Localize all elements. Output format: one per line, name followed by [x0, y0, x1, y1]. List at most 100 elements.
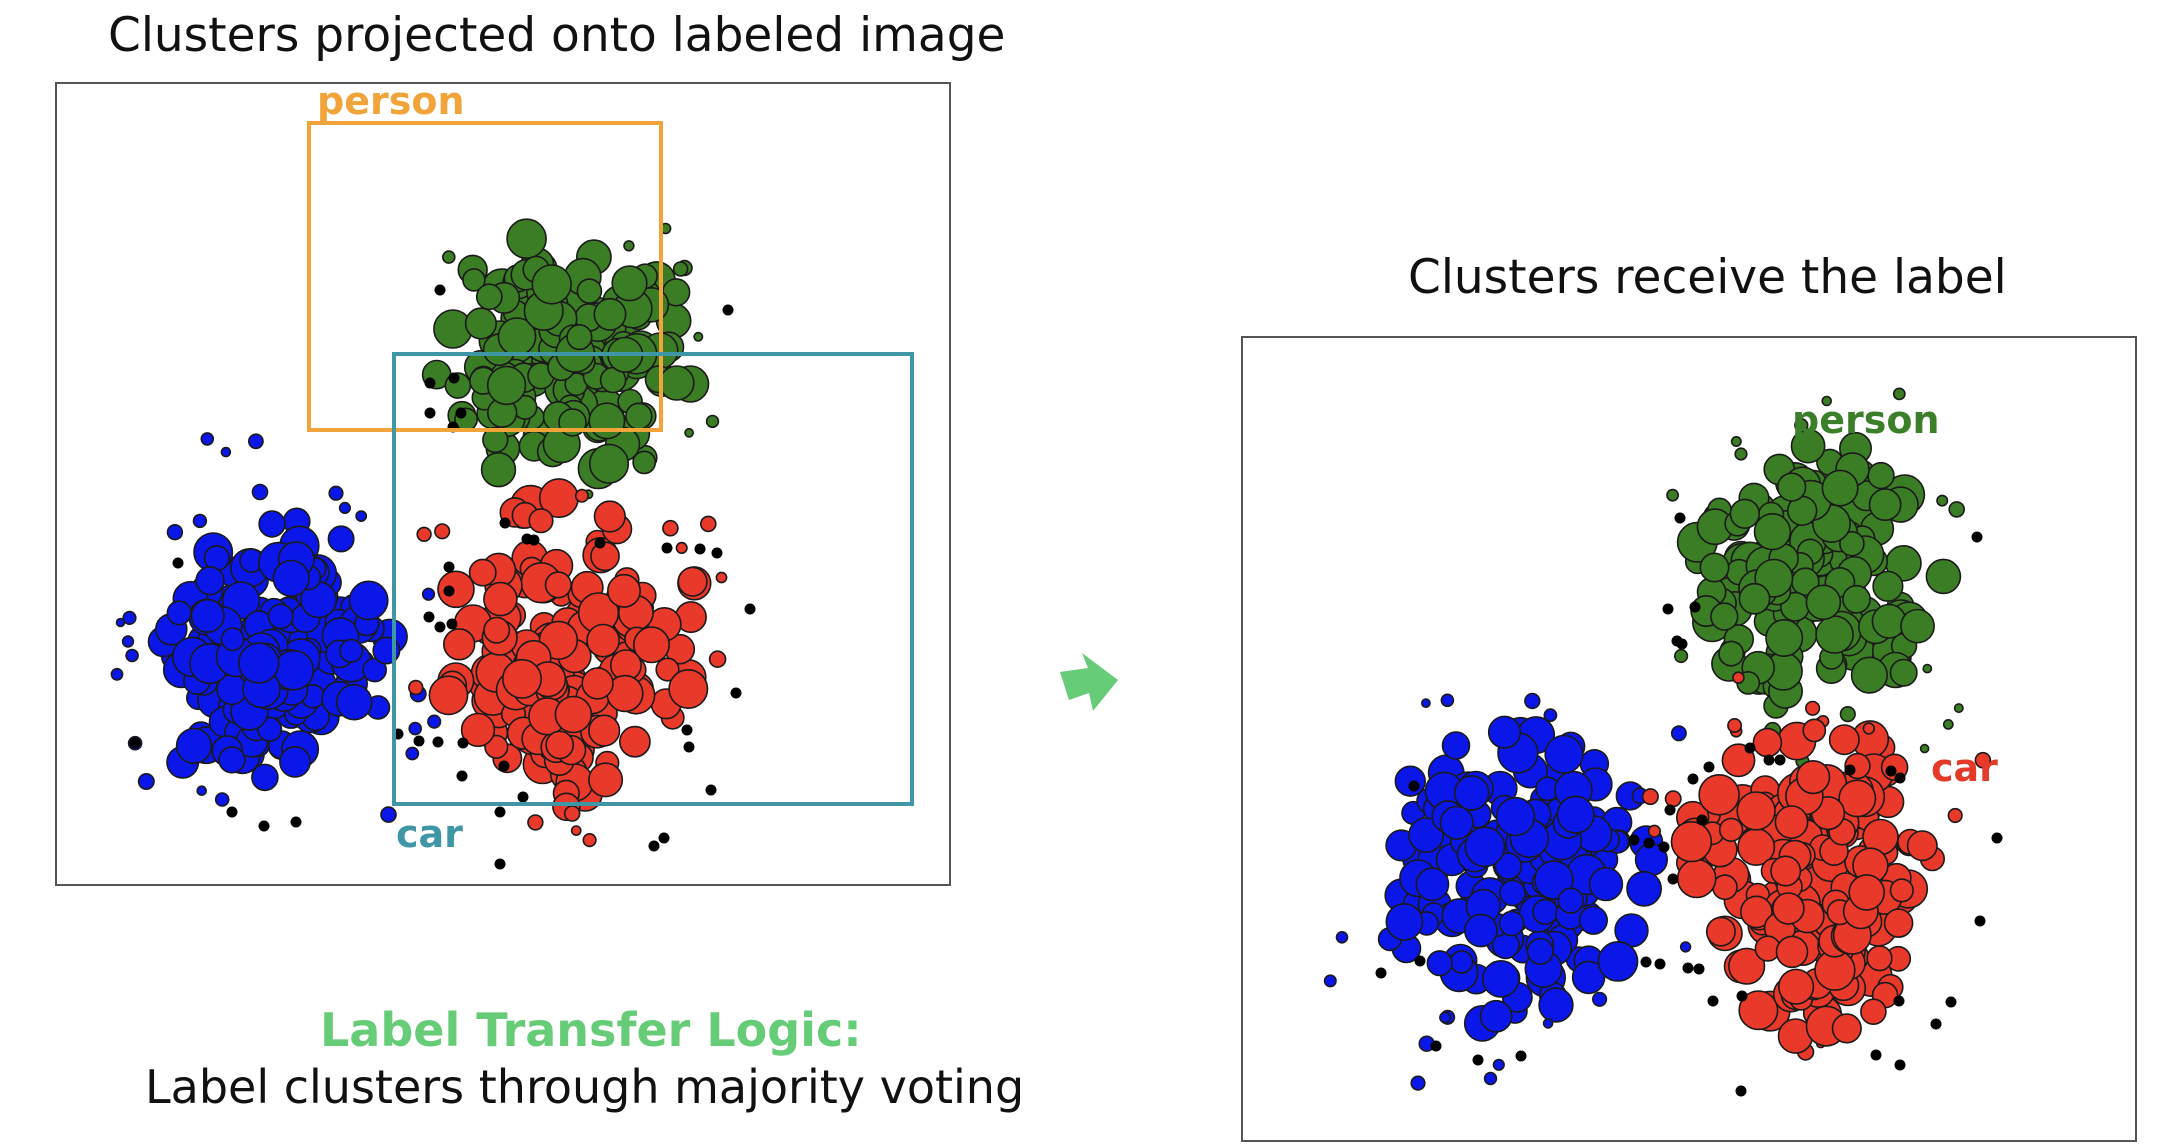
blue-cluster-point — [1385, 903, 1424, 941]
green-cluster-point — [1839, 530, 1865, 557]
blue-cluster-point — [1441, 731, 1471, 760]
red-cluster-point — [1670, 820, 1713, 863]
green-cluster-point — [1815, 615, 1854, 654]
noise-point — [494, 858, 506, 870]
noise-point — [744, 603, 756, 615]
red-cluster-point — [1838, 779, 1877, 818]
red-cluster-point — [437, 570, 475, 609]
noise-point — [1974, 915, 1986, 927]
blue-cluster-point — [218, 746, 246, 774]
red-cluster-point — [1718, 817, 1744, 842]
red-cluster-point — [1641, 788, 1659, 806]
blue-cluster-point — [1482, 960, 1520, 998]
red-cluster-point — [1770, 855, 1802, 887]
red-cluster-point — [416, 526, 432, 542]
left-cluster-plot — [110, 218, 756, 870]
green-cluster-point — [623, 240, 635, 252]
person-cluster-label: person — [1792, 398, 1940, 442]
noise-point — [1375, 967, 1387, 979]
blue-cluster-point — [1591, 991, 1608, 1007]
green-cluster-point — [1867, 461, 1895, 490]
noise-point — [1676, 638, 1688, 650]
red-cluster-point — [1752, 727, 1783, 758]
blue-cluster-point — [1538, 987, 1574, 1023]
red-cluster-point — [606, 573, 641, 608]
red-cluster-point — [590, 541, 620, 572]
noise-point — [683, 741, 695, 753]
red-cluster-point — [434, 523, 451, 540]
car-bounding-box — [392, 352, 914, 806]
blue-cluster-point — [1588, 866, 1624, 902]
noise-point — [1991, 832, 2003, 844]
noise-point — [258, 820, 270, 832]
green-cluster-point — [658, 365, 695, 401]
blue-cluster-point — [1556, 795, 1595, 834]
green-cluster-point — [1666, 488, 1679, 502]
noise-point — [722, 304, 734, 316]
blue-cluster-point — [175, 727, 213, 765]
blue-cluster-point — [1670, 725, 1687, 742]
red-cluster-point — [668, 668, 709, 709]
noise-point — [1664, 804, 1676, 816]
red-cluster-point — [1647, 824, 1661, 838]
green-cluster-point — [1868, 488, 1902, 522]
blue-cluster-point — [405, 746, 420, 761]
red-cluster-point — [545, 730, 575, 760]
blue-cluster-point — [1483, 1071, 1498, 1086]
red-cluster-point — [1828, 724, 1860, 756]
blue-cluster-point — [196, 785, 207, 797]
noise-point — [1414, 955, 1426, 967]
blue-cluster-point — [272, 559, 310, 597]
noise-point — [1693, 963, 1705, 975]
red-cluster-point — [483, 581, 518, 617]
noise-point — [1643, 837, 1655, 849]
red-cluster-point — [1732, 671, 1745, 685]
red-cluster-point — [677, 566, 708, 597]
red-cluster-point — [1738, 990, 1779, 1031]
transfer-arrow-icon — [1060, 653, 1118, 711]
noise-point — [1774, 754, 1786, 766]
green-cluster-point — [462, 268, 486, 292]
green-cluster-point — [705, 414, 720, 429]
blue-cluster-point — [362, 657, 388, 683]
green-cluster-point — [480, 452, 517, 488]
blue-cluster-point — [220, 627, 245, 652]
noise-point — [594, 537, 606, 549]
noise-point — [434, 621, 446, 633]
noise-point — [1893, 995, 1905, 1007]
blue-cluster-point — [335, 683, 373, 721]
noise-point — [448, 372, 460, 384]
green-cluster-point — [1718, 640, 1745, 667]
red-cluster-point — [1889, 878, 1914, 903]
red-cluster-point — [1802, 718, 1827, 743]
noise-point — [517, 791, 529, 803]
blue-cluster-point — [1410, 1075, 1426, 1091]
blue-cluster-point — [251, 483, 269, 501]
noise-point — [129, 737, 141, 749]
blue-cluster-point — [1524, 692, 1541, 710]
noise-point — [705, 784, 717, 796]
noise-point — [1894, 1059, 1906, 1071]
blue-cluster-point — [328, 485, 344, 501]
green-cluster-point — [593, 297, 627, 331]
noise-point — [648, 840, 660, 852]
blue-cluster-point — [238, 642, 280, 684]
noise-point — [1640, 956, 1652, 968]
red-cluster-point — [483, 616, 511, 644]
blue-cluster-point — [251, 763, 279, 792]
noise-point — [661, 542, 673, 554]
red-cluster-point — [554, 695, 593, 734]
noise-point — [1735, 1085, 1747, 1097]
label-transfer-logic-title: Label Transfer Logic: — [320, 1003, 862, 1057]
green-cluster-point — [632, 450, 657, 475]
noise-point — [1763, 754, 1775, 766]
noise-point — [730, 687, 742, 699]
blue-cluster-point — [1597, 941, 1639, 982]
blue-cluster-point — [1335, 930, 1349, 944]
left-figure-title: Clusters projected onto labeled image — [108, 8, 1006, 63]
blue-cluster-point — [137, 772, 155, 790]
noise-point — [1687, 773, 1699, 785]
blue-cluster-point — [190, 598, 225, 634]
green-cluster-point — [1889, 658, 1918, 687]
